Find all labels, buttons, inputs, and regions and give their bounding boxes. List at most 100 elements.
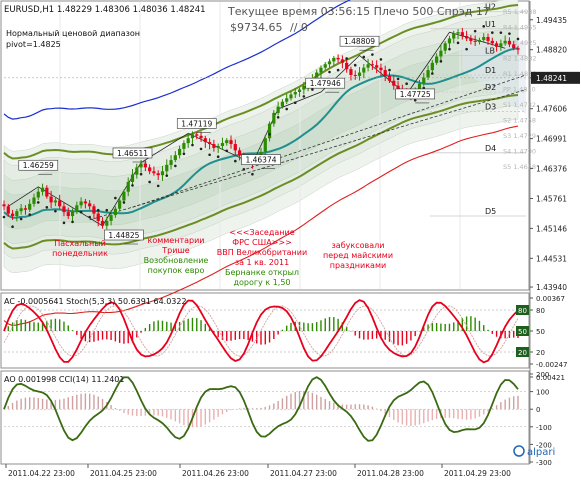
ao-tick-label: 100 (536, 389, 549, 397)
candle-body (96, 213, 100, 221)
candle-body (507, 40, 512, 45)
callout-box (395, 88, 436, 100)
balance-suffix: // 0 (290, 21, 308, 34)
sar-dot (71, 220, 74, 224)
callout-box (305, 77, 346, 89)
candle-body (499, 43, 503, 47)
sar-dot (165, 174, 169, 177)
stoch-level-tag-label: 20 (518, 349, 527, 357)
sar-dot (45, 205, 49, 209)
price-tick-label: 1.48820 (536, 46, 567, 55)
sar-dot (79, 210, 83, 214)
candle-body (88, 203, 92, 207)
annotation-line: понедельник (52, 249, 108, 258)
candle-body (443, 43, 447, 51)
candle-body (357, 72, 362, 76)
annotation-fed: <<<Заседание ФРС США>>> (229, 228, 294, 247)
candle-body (178, 148, 182, 156)
stoch-main-line (3, 299, 519, 364)
candle-body (19, 208, 23, 212)
annotation-line: Пасхальный (54, 239, 106, 248)
sar-dot (114, 196, 117, 200)
annotation-line: дорогу к 1,50 (233, 278, 290, 287)
candle-body (148, 167, 152, 172)
ac-label: AC -0.0005641 Stoch(5,3,3) 50.6391 64.03… (4, 297, 187, 306)
candle-body (45, 187, 49, 197)
sar-dot (371, 53, 374, 56)
level-label: U1 (485, 20, 496, 29)
sar-dot (199, 147, 203, 151)
callout-box (176, 118, 217, 129)
callout-label: 1.46511 (117, 149, 148, 158)
candle-body (130, 174, 135, 182)
pivot-level-label: R4 1.4955 (503, 24, 536, 32)
sar-dot (491, 31, 494, 34)
callout-label: 1.48809 (344, 37, 375, 46)
annotation-line: <<<Заседание (229, 228, 294, 237)
lower-envelope-line (3, 125, 519, 327)
ao-tick-label: 200 (536, 371, 549, 379)
candle-body (36, 191, 40, 198)
candle-body (53, 200, 57, 203)
sar-dot (456, 41, 460, 45)
ac-tick-label: 50 (536, 328, 545, 336)
sar-dot (396, 77, 400, 81)
pivot-label: pivot=1.4825 (6, 40, 61, 49)
candle-body (340, 59, 344, 63)
pivot-level-label: S2 1.4758 (503, 117, 536, 125)
sar-dot (19, 217, 23, 221)
candle-body (383, 70, 387, 76)
candle-body (160, 171, 165, 176)
candle-body (118, 200, 122, 209)
annotation-line: Возобновление (144, 256, 209, 265)
candle-body (285, 98, 289, 102)
candle-body (417, 83, 422, 90)
sar-dot (11, 225, 14, 229)
ao-tick-label: 0.00421 (536, 374, 565, 382)
sar-dot (105, 208, 109, 212)
callout-label: 1.44825 (108, 231, 139, 240)
candle-body (370, 64, 374, 66)
candle-body (460, 32, 464, 37)
level-label: D5 (485, 207, 496, 216)
candle-body (225, 140, 229, 144)
sar-dot (439, 60, 443, 63)
sar-dot (508, 32, 511, 35)
level-label: D2 (485, 83, 496, 92)
sar-dot (28, 213, 32, 216)
candle-body (212, 144, 216, 148)
upper-band-line (3, 4, 519, 160)
watermark: alpari (527, 447, 555, 458)
candle-body (494, 43, 499, 47)
callout-label: 1.47119 (181, 119, 212, 128)
pivot-level-label: R5 1.4988 (503, 8, 536, 16)
annotation-uk-gdp: ВВП Великобритании за 1 кв. 2011 (217, 248, 307, 267)
sar-dot (353, 63, 357, 67)
candle-body (452, 33, 456, 39)
sar-dot (208, 153, 211, 157)
price-tick-label: 1.45761 (536, 194, 567, 203)
candle-body (40, 187, 45, 192)
pivot-level-label: PP 1.4810 (503, 86, 536, 94)
candle-body (135, 167, 139, 175)
candle-body (263, 138, 267, 152)
sar-dot (216, 155, 220, 158)
sar-dot (362, 55, 366, 59)
sar-dot (122, 201, 126, 204)
candle-body (152, 171, 156, 174)
lower-band-line (3, 94, 519, 250)
callout-box (241, 154, 281, 165)
grid (59, 2, 461, 289)
pivot-level-label: S5 1.4658 (503, 163, 536, 171)
sar-dot (182, 152, 186, 156)
annotation-line: Трише (161, 246, 189, 255)
overlays: 1.46259 1.46511 1.47119 1.46374 1.47946 1.488… (2, 25, 520, 245)
candle-body (336, 57, 340, 60)
candle-body (237, 150, 242, 156)
candle-body (430, 62, 434, 71)
sar-dot (465, 47, 468, 51)
candle-body (186, 138, 190, 144)
candle-body (477, 39, 482, 42)
candle-body (469, 38, 473, 41)
